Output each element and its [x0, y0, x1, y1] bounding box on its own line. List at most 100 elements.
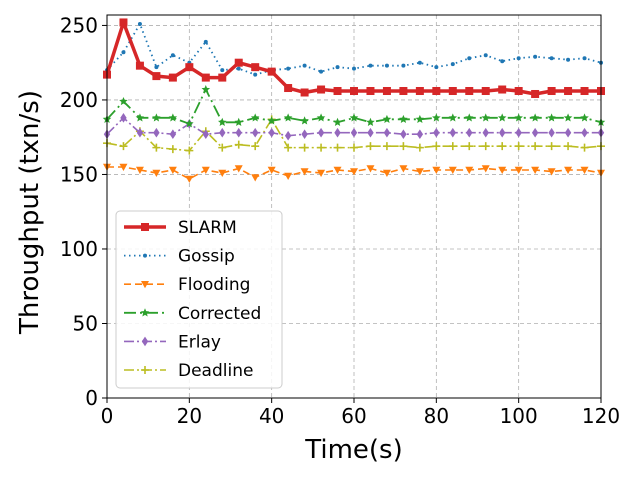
- data-point-deadline: [564, 142, 573, 151]
- data-point-deadline: [218, 143, 227, 152]
- data-point-corrected: [316, 113, 326, 122]
- data-point-slarm: [531, 89, 540, 98]
- data-point-deadline: [415, 143, 424, 152]
- data-point-erlay: [548, 127, 555, 138]
- data-point-flooding: [185, 175, 194, 183]
- x-tick-label: 80: [424, 404, 449, 428]
- data-point-erlay: [416, 129, 424, 140]
- data-point-slarm: [415, 87, 424, 96]
- data-point-flooding: [218, 169, 227, 177]
- data-point-deadline: [382, 142, 391, 151]
- data-point-slarm: [350, 87, 358, 96]
- legend-label-erlay: Erlay: [178, 332, 221, 352]
- data-point-corrected: [201, 85, 211, 94]
- data-point-flooding: [448, 166, 457, 174]
- data-point-flooding: [119, 163, 128, 172]
- data-point-flooding: [152, 169, 161, 177]
- data-point-gossip: [352, 66, 356, 71]
- data-point-flooding: [514, 166, 523, 174]
- data-point-deadline: [300, 143, 309, 152]
- data-point-flooding: [382, 169, 391, 177]
- legend-marker-corrected: [140, 308, 150, 317]
- data-point-slarm: [185, 63, 194, 72]
- data-point-gossip: [203, 39, 208, 44]
- data-point-erlay: [449, 127, 456, 138]
- data-point-slarm: [465, 87, 474, 96]
- legend-marker-gossip: [143, 253, 147, 258]
- data-point-corrected: [366, 117, 375, 126]
- data-point-erlay: [400, 129, 407, 140]
- data-point-deadline: [465, 142, 474, 151]
- data-point-gossip: [483, 53, 488, 58]
- data-point-flooding: [284, 172, 293, 180]
- x-tick-label: 0: [101, 404, 114, 428]
- data-point-gossip: [549, 56, 554, 61]
- data-point-erlay: [301, 129, 308, 140]
- data-point-flooding: [135, 166, 144, 174]
- y-tick-label: 150: [60, 162, 98, 186]
- data-point-corrected: [563, 113, 573, 122]
- data-point-deadline: [251, 142, 260, 151]
- x-tick-label: 100: [500, 404, 538, 428]
- data-point-gossip: [154, 65, 159, 70]
- legend-marker-erlay: [141, 336, 149, 347]
- y-tick-label: 0: [85, 386, 98, 410]
- data-point-deadline: [448, 142, 457, 151]
- data-point-slarm: [300, 88, 309, 97]
- data-point-deadline: [547, 142, 556, 151]
- legend-item-flooding: Flooding: [124, 275, 250, 295]
- x-tick-label: 60: [341, 404, 366, 428]
- data-point-corrected: [415, 114, 425, 123]
- data-point-corrected: [382, 114, 392, 123]
- data-point-flooding: [201, 166, 210, 174]
- data-point-slarm: [498, 85, 507, 94]
- data-point-corrected: [464, 113, 474, 122]
- data-point-flooding: [465, 166, 474, 174]
- data-point-erlay: [581, 127, 588, 138]
- data-point-slarm: [481, 87, 490, 96]
- legend-box: [115, 210, 283, 389]
- legend: SLARM Gossip Flooding Corrected Erlay Deadlin…: [115, 210, 283, 389]
- data-point-gossip: [417, 60, 422, 65]
- legend-item-deadline: Deadline: [124, 361, 253, 381]
- data-point-flooding: [333, 166, 342, 174]
- data-point-deadline: [168, 145, 177, 154]
- data-point-gossip: [220, 68, 225, 73]
- data-point-erlay: [169, 129, 177, 140]
- x-axis-label: Time(s): [304, 435, 402, 465]
- data-point-slarm: [284, 84, 293, 93]
- data-point-gossip: [434, 65, 439, 70]
- data-point-erlay: [219, 127, 226, 138]
- data-point-deadline: [481, 142, 490, 151]
- data-point-deadline: [531, 142, 540, 151]
- data-point-erlay: [482, 127, 489, 138]
- data-point-slarm: [317, 85, 326, 94]
- data-point-erlay: [136, 127, 144, 138]
- data-point-deadline: [152, 143, 161, 152]
- data-point-flooding: [432, 166, 441, 174]
- data-point-erlay: [564, 127, 572, 138]
- data-point-flooding: [580, 166, 589, 174]
- data-point-corrected: [580, 113, 589, 122]
- data-point-erlay: [317, 127, 325, 138]
- legend-item-corrected: Corrected: [124, 304, 261, 324]
- data-point-corrected: [547, 113, 556, 122]
- data-point-slarm: [514, 87, 523, 96]
- legend-label-corrected: Corrected: [178, 304, 261, 324]
- data-point-deadline: [317, 143, 326, 152]
- data-point-gossip: [137, 21, 142, 26]
- data-point-erlay: [350, 127, 358, 138]
- data-point-slarm: [382, 87, 391, 96]
- data-point-slarm: [234, 58, 243, 67]
- x-tick-label: 40: [259, 404, 284, 428]
- data-point-gossip: [253, 72, 258, 77]
- data-point-erlay: [499, 127, 506, 138]
- data-point-erlay: [120, 113, 127, 123]
- data-point-slarm: [448, 87, 457, 96]
- data-point-flooding: [399, 165, 408, 173]
- data-point-flooding: [168, 166, 177, 174]
- data-point-flooding: [350, 168, 358, 176]
- data-point-corrected: [300, 116, 309, 125]
- data-point-corrected: [250, 113, 260, 122]
- data-point-gossip: [236, 66, 241, 71]
